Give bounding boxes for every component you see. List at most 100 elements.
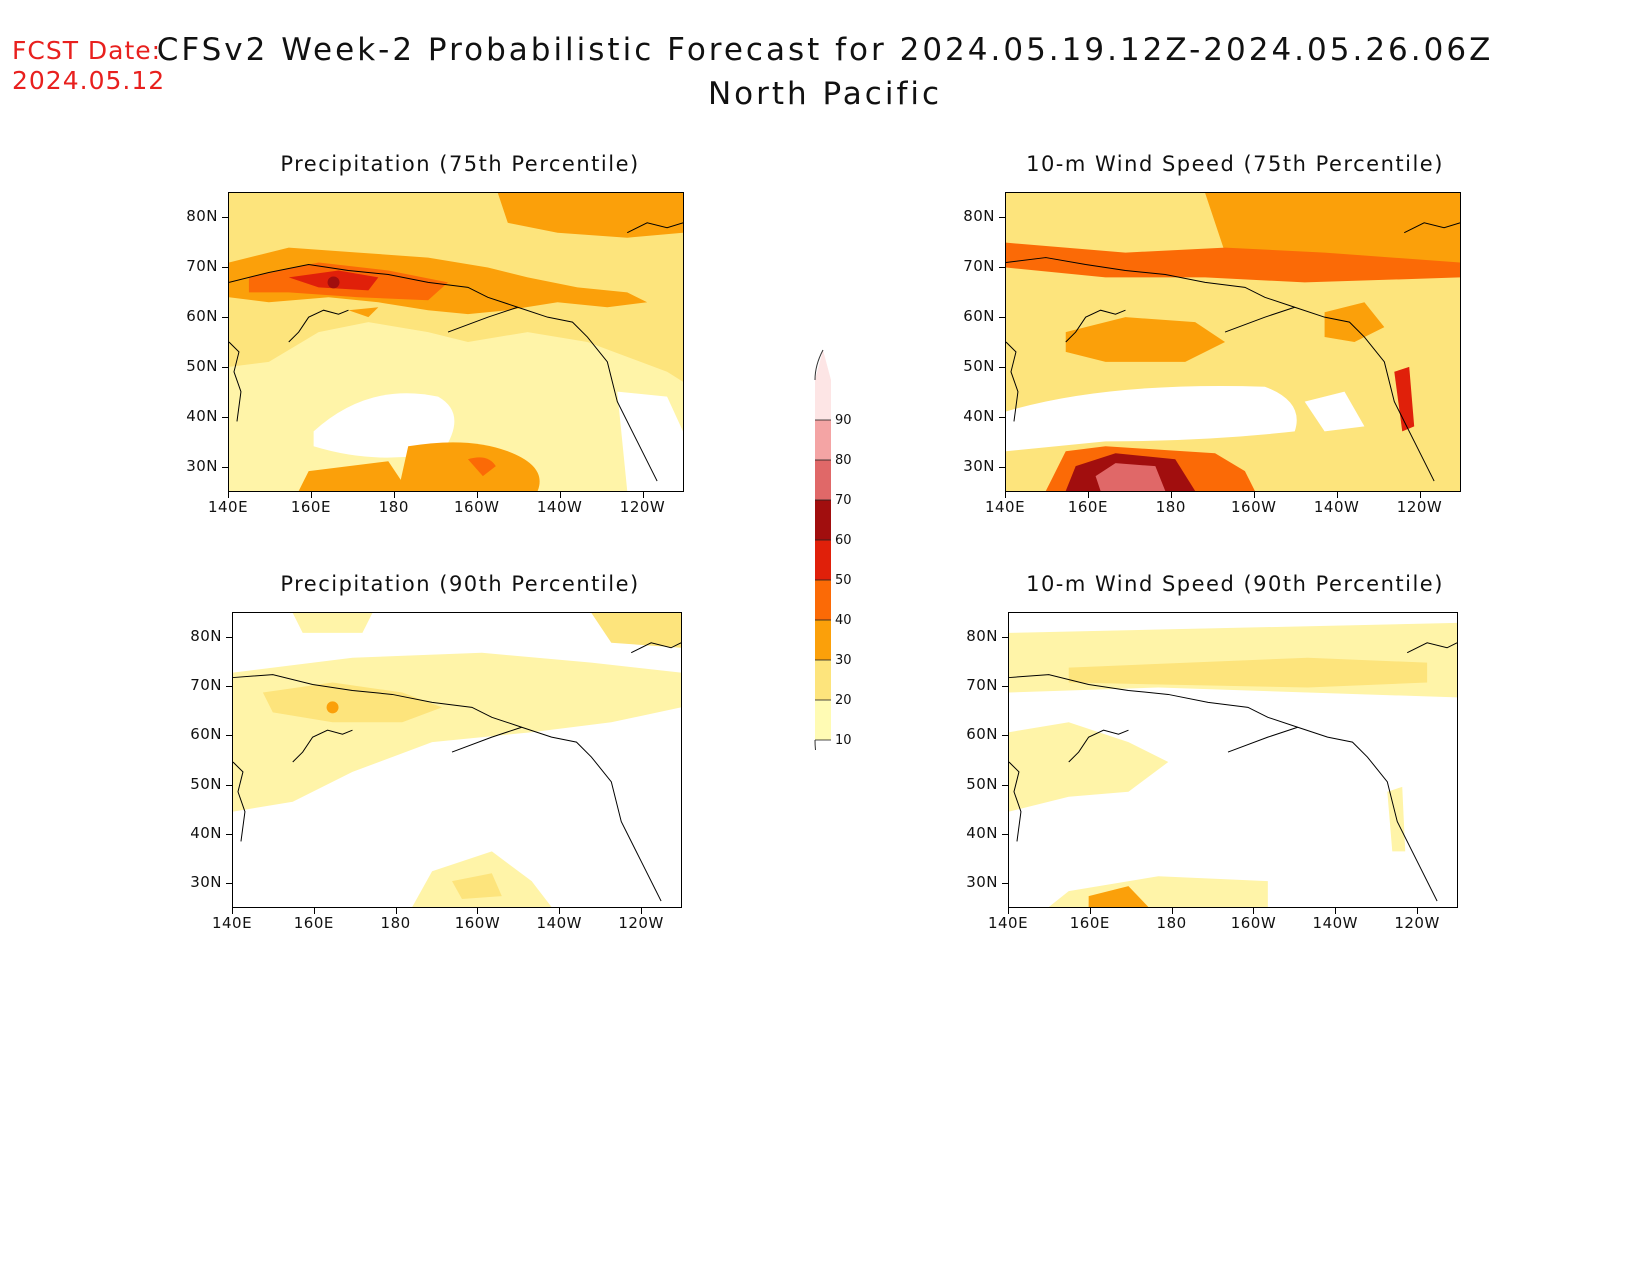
lon-tick-mark [313,908,315,914]
lon-tick-label: 120W [619,498,666,516]
colorbar-level-label: 30 [835,653,852,668]
lon-tick-mark [559,492,561,498]
colorbar-level-label: 40 [835,613,852,628]
colorbar-segment [815,540,831,580]
lon-tick-label: 160W [1230,498,1277,516]
lon-tick-label: 160W [1230,914,1277,932]
colorbar-segment [815,420,831,460]
lat-tick-label: 30N [963,457,995,475]
precip-90-field [233,613,681,907]
colorbar-segment [815,700,831,740]
colorbar-level-label: 80 [835,453,852,468]
lat-tick-mark [226,883,232,885]
colorbar-level-label: 70 [835,493,852,508]
lon-tick-mark [1170,492,1172,498]
lon-tick-mark [228,492,229,498]
wind-90-field [1009,613,1457,907]
lat-tick-mark [1002,784,1008,786]
colorbar-segment [815,620,831,660]
lon-tick-mark [1253,908,1255,914]
colorbar-segment [815,660,831,700]
colorbar-segment [815,580,831,620]
lat-tick-mark [226,735,232,737]
lat-tick-mark [226,784,232,786]
lon-tick-label: 120W [618,914,664,932]
lon-tick-mark [1171,908,1173,914]
lon-tick-label: 140W [536,498,583,516]
lon-tick-mark [232,908,233,914]
lon-tick-label: 140E [207,498,249,516]
lat-tick-mark [222,267,228,268]
lon-tick-label: 160W [453,498,500,516]
lat-tick-mark [1002,883,1008,885]
lat-tick-mark [222,217,228,218]
lat-tick-mark [222,467,228,468]
lat-tick-mark [999,267,1005,268]
region-subtitle: North Pacific [707,76,943,112]
lat-tick-label: 40N [966,824,998,842]
lon-tick-mark [641,908,643,914]
panel-title-wind-75: 10-m Wind Speed (75th Percentile) [1026,152,1444,176]
colorbar-top-cap [815,350,831,380]
lat-tick-mark [999,367,1005,368]
colorbar-top-outline [814,349,824,381]
lat-tick-mark [226,636,232,638]
lat-tick-label: 60N [966,725,998,744]
lon-tick-mark [1253,492,1255,498]
lat-tick-mark [999,467,1005,468]
lat-tick-mark [222,317,228,318]
lat-tick-label: 60N [963,307,995,325]
lat-tick-label: 30N [190,873,222,892]
colorbar: 90 80 70 60 50 40 30 20 10 [814,349,852,750]
wind-75-field [1006,193,1460,491]
lon-tick-mark [393,492,395,498]
map-precip-75 [228,192,684,492]
forecast-date-label: FCST Date: 2024.05.12 [12,36,165,96]
panel-title-precip-90: Precipitation (90th Percentile) [280,572,640,596]
map-wind-75 [1005,192,1461,492]
lat-tick-label: 40N [186,407,218,425]
colorbar-level-label: 90 [835,413,852,428]
lat-tick-mark [999,217,1005,218]
map-precip-90 [232,612,682,908]
colorbar-level-label: 50 [835,573,852,588]
lon-tick-mark [1087,492,1089,498]
lon-tick-mark [310,492,312,498]
map-wind-90 [1008,612,1458,908]
fcst-label-text: FCST Date: [12,36,162,65]
lon-tick-label: 160E [1067,498,1108,516]
colorbar-segment [815,500,831,540]
lon-tick-label: 160E [1069,914,1110,932]
lon-tick-mark [1089,908,1091,914]
lat-tick-mark [222,417,228,418]
lon-tick-label: 180 [378,498,409,516]
lat-tick-label: 60N [186,307,218,325]
lon-tick-label: 140W [536,914,582,932]
lon-tick-mark [559,908,561,914]
lat-tick-label: 70N [966,676,998,694]
lon-tick-label: 120W [1394,914,1440,932]
lat-tick-label: 70N [186,257,218,275]
lat-tick-label: 80N [186,207,218,225]
lon-tick-label: 160E [290,498,331,516]
colorbar-level-label: 10 [835,733,852,748]
lat-tick-mark [226,686,232,687]
lon-tick-mark [476,492,478,498]
lon-tick-label: 140W [1313,498,1360,516]
main-title: CFSv2 Week-2 Probabilistic Forecast for … [156,32,1494,68]
panel-title-precip-75: Precipitation (75th Percentile) [280,152,640,176]
lon-tick-mark [1008,908,1009,914]
colorbar-level-label: 20 [835,693,852,708]
lat-tick-mark [1002,834,1008,835]
fcst-date-value: 2024.05.12 [12,66,166,95]
lon-tick-label: 180 [1156,914,1187,932]
colorbar-segment [815,460,831,500]
lat-tick-mark [1002,686,1008,687]
lat-tick-label: 50N [190,774,222,793]
lon-tick-mark [1417,908,1419,914]
colorbar-bottom-cap [814,739,817,750]
lat-tick-mark [1002,636,1008,638]
lat-tick-label: 80N [966,626,998,645]
lon-tick-label: 160W [454,914,501,932]
lat-tick-label: 50N [186,357,218,375]
